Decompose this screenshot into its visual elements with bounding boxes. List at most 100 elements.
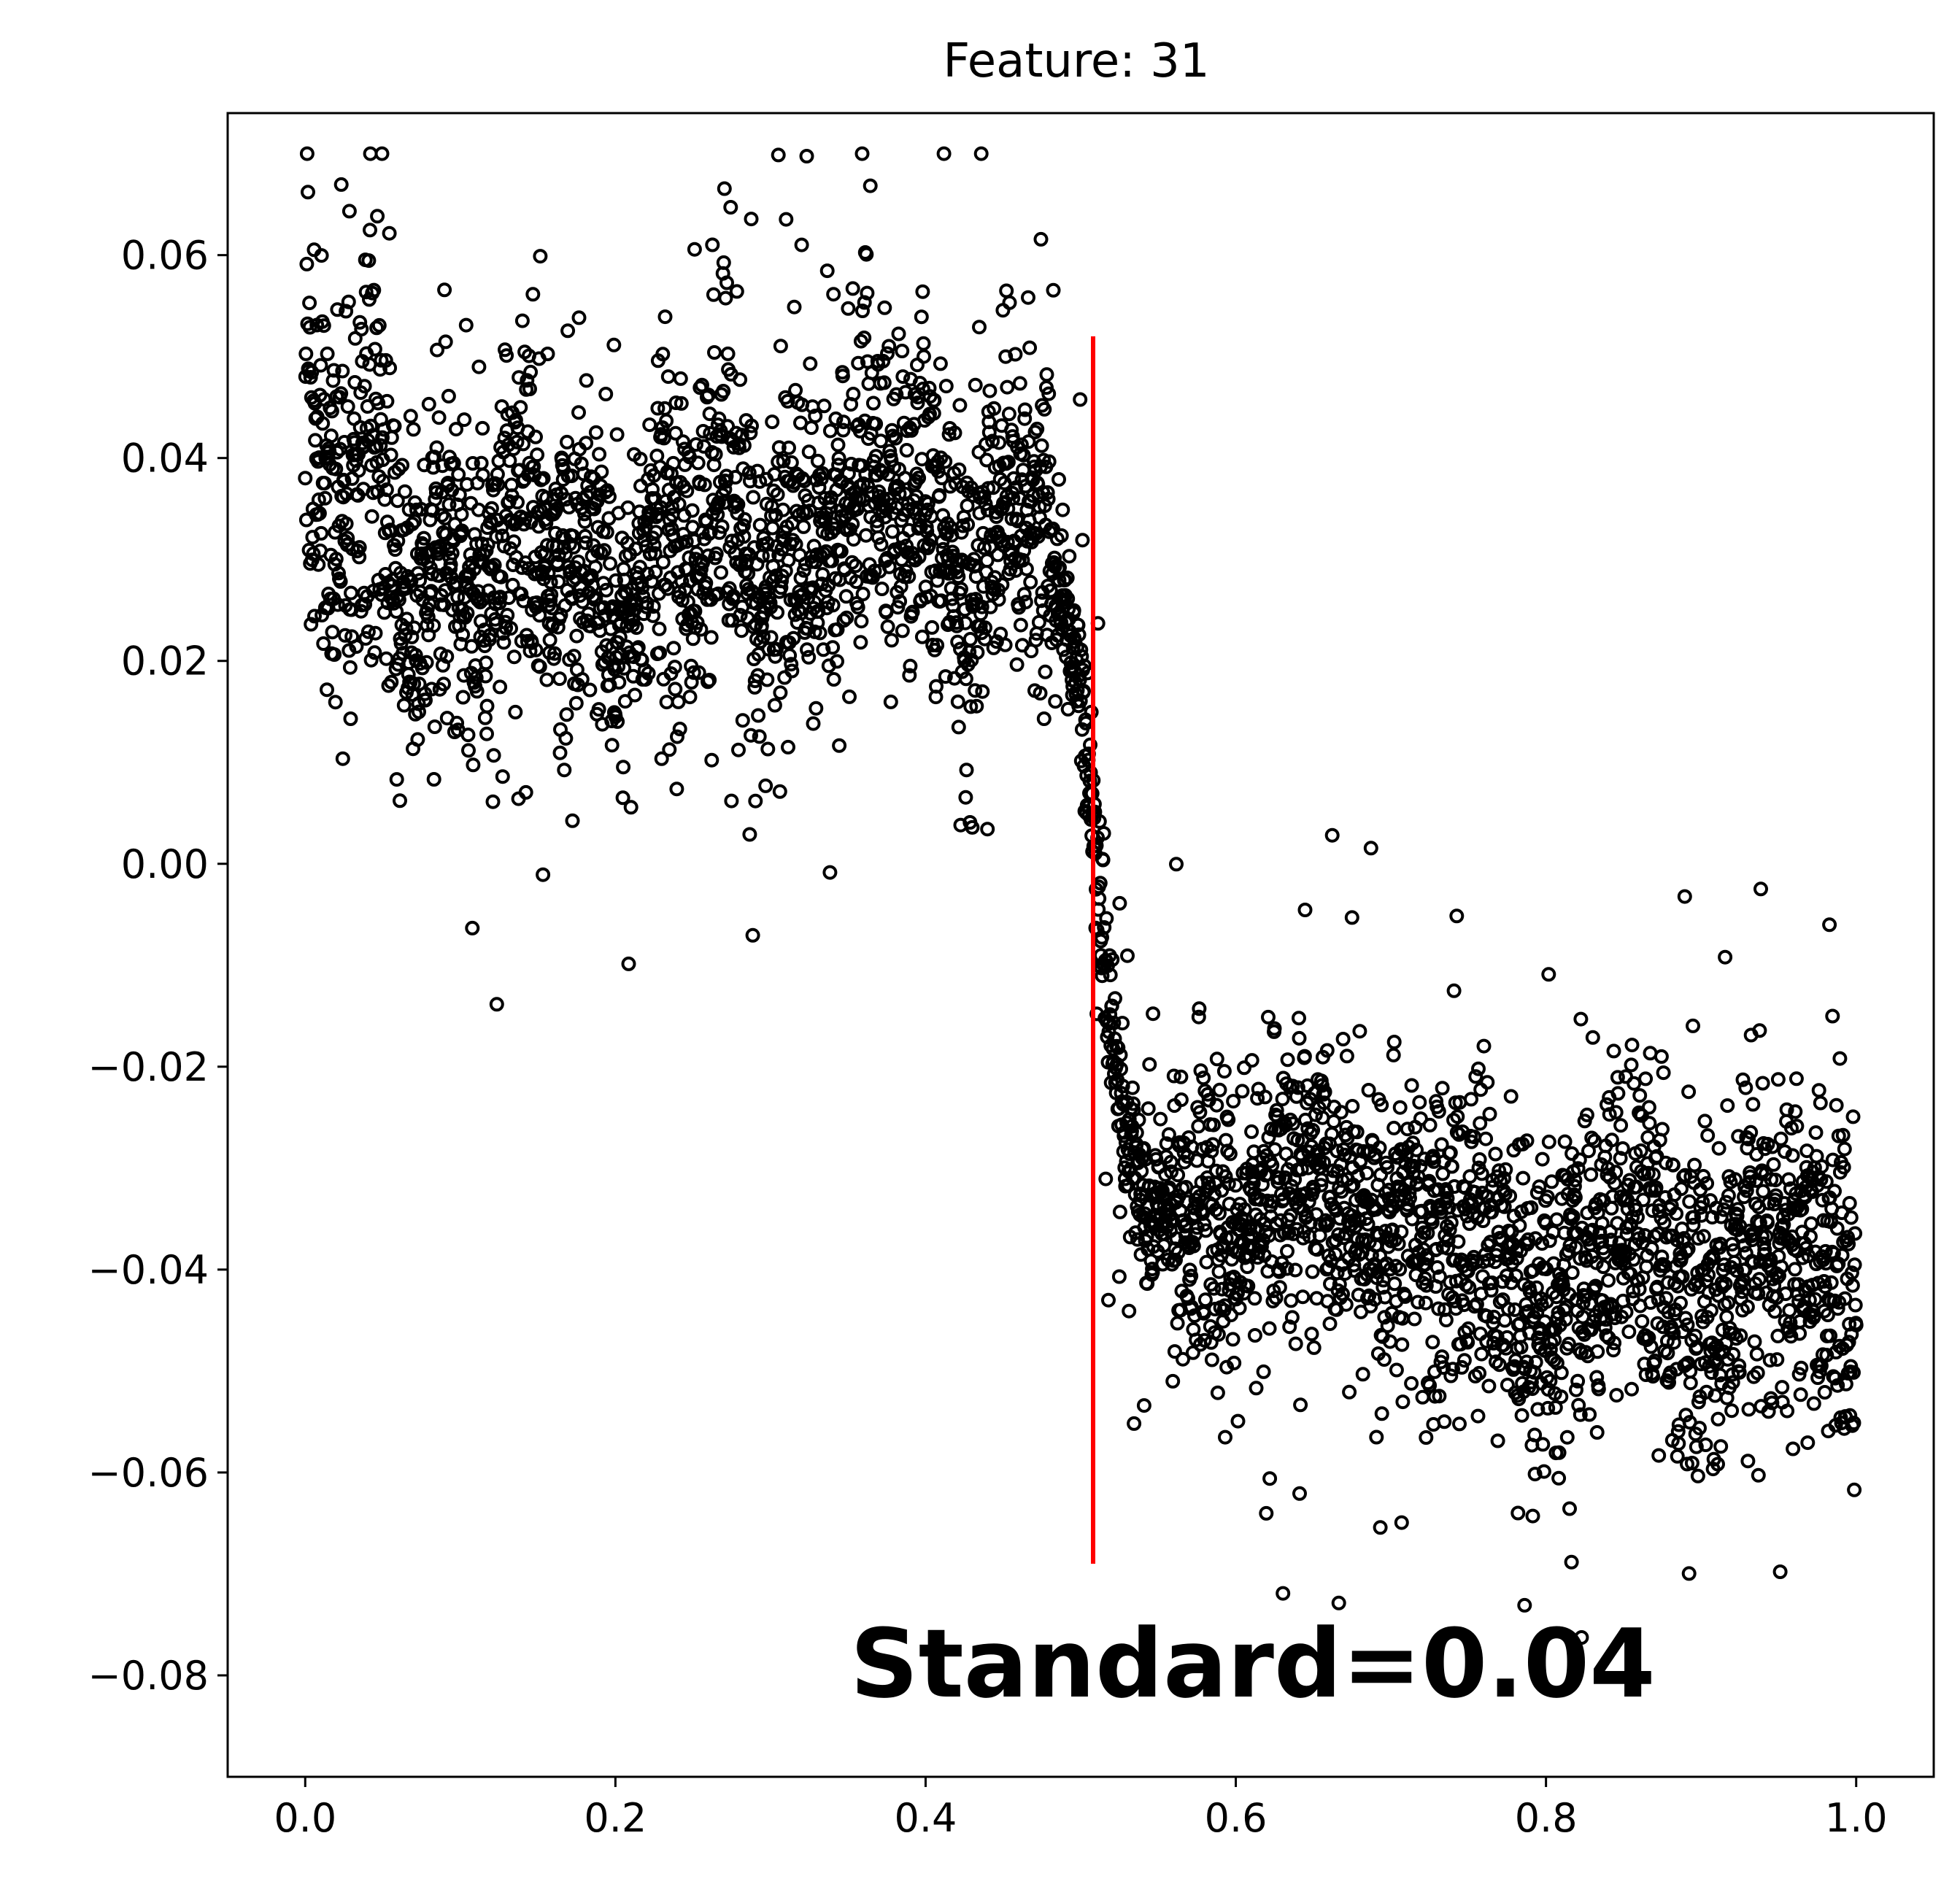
data-point: [1476, 1038, 1492, 1054]
data-point: [440, 476, 455, 490]
data-point: [328, 461, 344, 476]
data-point: [1342, 1384, 1357, 1400]
data-point: [1846, 1365, 1861, 1380]
data-point: [1817, 1385, 1832, 1400]
data-point: [729, 284, 744, 299]
data-point: [1615, 1141, 1630, 1156]
data-point: [880, 619, 895, 634]
data-point: [314, 248, 329, 263]
data-point: [1767, 1304, 1783, 1319]
data-point: [1845, 1109, 1861, 1124]
data-point: [633, 452, 648, 466]
data-point: [339, 516, 354, 531]
data-point: [612, 630, 628, 645]
data-point: [522, 382, 537, 396]
data-point: [1836, 1159, 1851, 1175]
data-point: [591, 702, 606, 717]
data-point: [851, 355, 866, 371]
data-point: [1338, 1297, 1354, 1312]
data-point: [1055, 502, 1070, 517]
data-point: [1583, 1322, 1599, 1338]
data-point: [1846, 1416, 1861, 1430]
data-point: [1624, 1057, 1639, 1073]
data-point: [833, 544, 849, 559]
data-point: [579, 373, 594, 388]
data-point: [382, 225, 397, 241]
data-point: [1815, 1192, 1830, 1208]
data-point: [1271, 1170, 1286, 1186]
data-point: [569, 628, 584, 644]
data-point: [1036, 711, 1052, 726]
data-point: [1113, 1047, 1128, 1062]
data-point: [1748, 1196, 1764, 1211]
data-point: [1689, 1340, 1705, 1354]
data-point: [1209, 1097, 1224, 1113]
data-point: [437, 511, 452, 526]
data-point: [1405, 1135, 1421, 1151]
data-point: [1602, 1224, 1618, 1239]
data-point: [1752, 1216, 1767, 1230]
data-point: [1435, 1081, 1450, 1096]
data-point: [465, 920, 480, 935]
data-point: [662, 742, 677, 757]
data-point: [1052, 472, 1066, 487]
data-point: [1741, 1132, 1756, 1146]
data-point: [846, 532, 861, 547]
data-point: [1293, 1397, 1308, 1413]
data-point: [1019, 561, 1034, 576]
data-point: [1732, 1358, 1747, 1373]
data-point: [995, 577, 1010, 593]
data-point: [437, 282, 452, 298]
data-point: [879, 605, 894, 620]
data-point: [839, 610, 854, 625]
data-point: [1060, 570, 1075, 585]
data-point: [1759, 1229, 1774, 1244]
data-point: [1535, 1437, 1551, 1452]
data-point: [1570, 1161, 1586, 1176]
data-point: [510, 495, 525, 510]
data-point: [1584, 1130, 1600, 1146]
data-point: [720, 346, 736, 361]
data-point: [707, 345, 722, 360]
data-point: [496, 635, 512, 650]
data-point: [1422, 1117, 1438, 1132]
data-point: [397, 484, 412, 499]
data-point: [1404, 1375, 1419, 1391]
data-point: [1295, 1230, 1311, 1246]
data-point: [387, 542, 403, 557]
data-point: [787, 299, 802, 314]
data-point: [1585, 1030, 1600, 1045]
data-point: [779, 212, 794, 227]
data-point: [911, 549, 927, 565]
data-point: [1464, 1092, 1478, 1107]
data-point: [1451, 1234, 1466, 1249]
data-point: [1750, 1365, 1765, 1381]
data-point: [806, 716, 821, 731]
data-point: [1480, 1075, 1495, 1090]
data-point: [1490, 1433, 1505, 1448]
data-point: [1530, 1402, 1546, 1417]
x-tick-label: 1.0: [1825, 1795, 1888, 1841]
data-point: [1126, 1096, 1141, 1111]
data-point: [641, 665, 656, 681]
data-point: [482, 628, 498, 643]
data-point: [373, 438, 388, 453]
data-point: [1755, 1076, 1770, 1091]
data-point: [1060, 591, 1076, 606]
data-point: [1721, 1295, 1736, 1311]
data-point: [441, 388, 456, 404]
data-point: [1197, 1292, 1213, 1308]
data-point: [1030, 421, 1045, 436]
data-point: [1304, 1327, 1319, 1342]
data-point: [1127, 1416, 1142, 1431]
data-point: [1551, 1445, 1567, 1460]
data-point: [1212, 1205, 1227, 1221]
data-point: [806, 539, 822, 554]
data-point: [506, 534, 522, 549]
data-point: [327, 647, 342, 662]
data-point: [366, 282, 382, 298]
data-point: [1333, 1105, 1349, 1120]
data-point: [1681, 1355, 1696, 1370]
data-point: [1669, 1206, 1684, 1222]
